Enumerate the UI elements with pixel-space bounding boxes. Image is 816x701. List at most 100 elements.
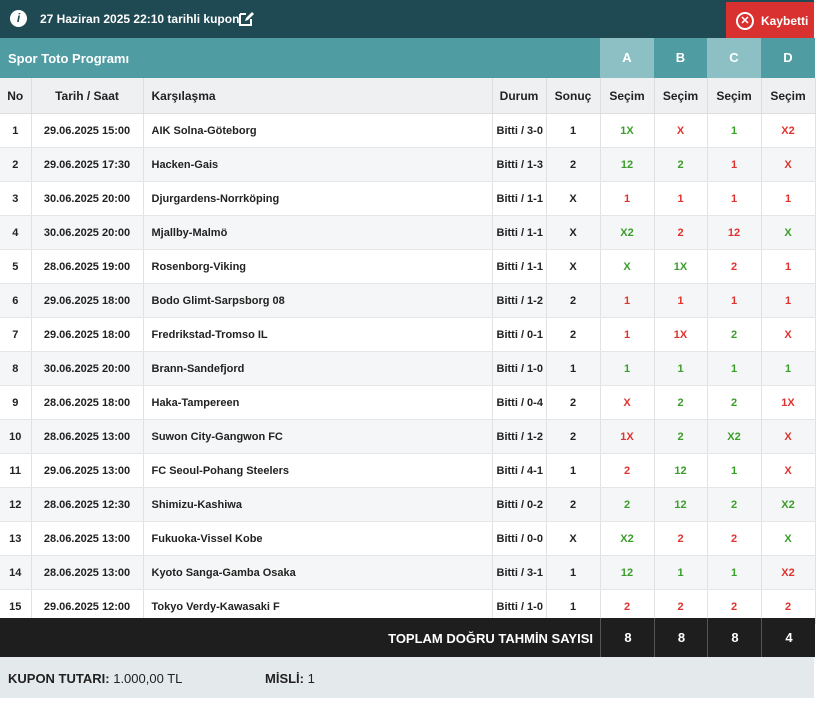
- cell: Fukuoka-Vissel Kobe: [143, 521, 493, 556]
- cell: 1: [546, 453, 601, 488]
- column-header: Seçim: [600, 78, 655, 114]
- edit-icon[interactable]: [238, 11, 254, 27]
- cell: 14: [0, 555, 32, 590]
- column-header: Sonuç: [546, 78, 601, 114]
- selection: 1X: [600, 113, 655, 148]
- selection: 12: [600, 555, 655, 590]
- cell: 3: [0, 181, 32, 216]
- selection: 2: [707, 317, 762, 352]
- cell: Mjallby-Malmö: [143, 215, 493, 250]
- total-value: 8: [600, 618, 655, 657]
- cell: 2: [546, 147, 601, 182]
- match-row: 14 28.06.2025 13:00 Kyoto Sanga-Gamba Osak…: [0, 555, 816, 590]
- cell: Hacken-Gais: [143, 147, 493, 182]
- selection: X: [654, 113, 708, 148]
- selection: 1: [707, 453, 762, 488]
- cell: 28.06.2025 13:00: [31, 521, 144, 556]
- selection: 1: [707, 113, 762, 148]
- selection: 2: [654, 521, 708, 556]
- cell: 29.06.2025 13:00: [31, 453, 144, 488]
- selection: 1: [707, 181, 762, 216]
- program-title: Spor Toto Programı: [8, 51, 130, 66]
- cell: Bitti / 3-0: [492, 113, 547, 148]
- amount-label: KUPON TUTARI:: [8, 671, 110, 686]
- column-header: No: [0, 78, 32, 114]
- cell: 5: [0, 249, 32, 284]
- column-header: Seçim: [707, 78, 762, 114]
- selection: 2: [707, 521, 762, 556]
- cell: Bitti / 1-0: [492, 351, 547, 386]
- cell: 6: [0, 283, 32, 318]
- selection: 2: [600, 453, 655, 488]
- match-row: 10 28.06.2025 13:00 Suwon City-Gangwon FC B…: [0, 419, 816, 454]
- cell: Bitti / 0-1: [492, 317, 547, 352]
- cell: Bitti / 1-2: [492, 283, 547, 318]
- selection: 1: [654, 555, 708, 590]
- selection: X2: [761, 487, 816, 522]
- selection: 1: [707, 147, 762, 182]
- cell: 1: [546, 555, 601, 590]
- cell: 9: [0, 385, 32, 420]
- selection: 1: [761, 181, 816, 216]
- program-column: A: [600, 38, 654, 78]
- match-row: 5 28.06.2025 19:00 Rosenborg-Viking Bitti /…: [0, 249, 816, 284]
- selection: 12: [654, 487, 708, 522]
- program-column: D: [761, 38, 815, 78]
- selection: X: [600, 385, 655, 420]
- cell: Bitti / 3-1: [492, 555, 547, 590]
- selection: 12: [600, 147, 655, 182]
- selection: X2: [761, 113, 816, 148]
- cell: 2: [0, 147, 32, 182]
- cell: 4: [0, 215, 32, 250]
- total-value: 4: [761, 618, 816, 657]
- column-header: Seçim: [654, 78, 708, 114]
- selection: 2: [654, 419, 708, 454]
- selection: 1: [654, 283, 708, 318]
- cell: Bitti / 1-1: [492, 181, 547, 216]
- cell: 11: [0, 453, 32, 488]
- column-header: Karşılaşma: [143, 78, 493, 114]
- cell: FC Seoul-Pohang Steelers: [143, 453, 493, 488]
- cell: 30.06.2025 20:00: [31, 215, 144, 250]
- match-row: 7 29.06.2025 18:00 Fredrikstad-Tromso IL Bi…: [0, 317, 816, 352]
- amount: 1.000,00 TL: [113, 671, 183, 686]
- match-row: 8 30.06.2025 20:00 Brann-Sandefjord Bitti /…: [0, 351, 816, 386]
- selection: X: [761, 147, 816, 182]
- program-column: C: [707, 38, 761, 78]
- cell: Bitti / 4-1: [492, 453, 547, 488]
- match-row: 13 28.06.2025 13:00 Fukuoka-Vissel Kobe Bit…: [0, 521, 816, 556]
- cell: Bitti / 1-1: [492, 249, 547, 284]
- cell: X: [546, 181, 601, 216]
- cell: Shimizu-Kashiwa: [143, 487, 493, 522]
- selection: 12: [654, 453, 708, 488]
- cell: 28.06.2025 12:30: [31, 487, 144, 522]
- cell: Fredrikstad-Tromso IL: [143, 317, 493, 352]
- selection: 1: [600, 317, 655, 352]
- multiplier: 1: [307, 671, 315, 686]
- status-text: Kaybetti: [761, 14, 809, 28]
- match-row: 1 29.06.2025 15:00 AIK Solna-Göteborg Bitti…: [0, 113, 816, 148]
- selection: 12: [707, 215, 762, 250]
- selection: X: [761, 317, 816, 352]
- cell: Bitti / 1-3: [492, 147, 547, 182]
- status-badge: ✕ Kaybetti: [726, 2, 814, 38]
- cell: 2: [546, 419, 601, 454]
- coupon-title: 27 Haziran 2025 22:10 tarihli kupon: [40, 12, 240, 26]
- cell: 8: [0, 351, 32, 386]
- cell: Djurgardens-Norrköping: [143, 181, 493, 216]
- selection: 2: [707, 385, 762, 420]
- selection: 2: [654, 215, 708, 250]
- column-header: Seçim: [761, 78, 816, 114]
- cell: 1: [0, 113, 32, 148]
- selection: 2: [707, 249, 762, 284]
- cell: 30.06.2025 20:00: [31, 181, 144, 216]
- info-icon[interactable]: i: [10, 10, 27, 27]
- selection: 1X: [761, 385, 816, 420]
- cell: 30.06.2025 20:00: [31, 351, 144, 386]
- selection: 2: [707, 487, 762, 522]
- footer: KUPON TUTARI: 1.000,00 TL MİSLİ: 1: [0, 657, 814, 698]
- selection: X2: [761, 555, 816, 590]
- selection: 1X: [600, 419, 655, 454]
